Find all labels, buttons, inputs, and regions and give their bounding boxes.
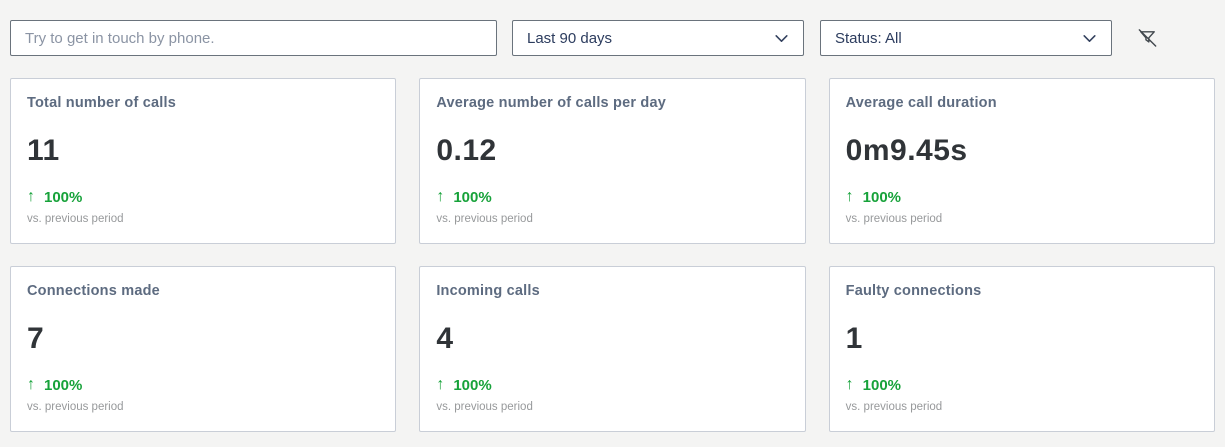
up-arrow-icon: ↑ <box>845 188 854 205</box>
stat-card-faulty-connections: Faulty connections 1 ↑ 100% vs. previous… <box>828 266 1215 432</box>
date-range-value: Last 90 days <box>527 29 613 47</box>
compare-label: vs. previous period <box>845 213 943 225</box>
change-percent: 100% <box>453 188 492 206</box>
card-title: Incoming calls <box>436 283 540 299</box>
card-change: ↑ 100% <box>27 188 379 206</box>
card-change: ↑ 100% <box>27 376 379 394</box>
stat-card-avg-call-duration: Average call duration 0m9.45s ↑ 100% vs.… <box>828 78 1215 244</box>
up-arrow-icon: ↑ <box>845 376 854 393</box>
compare-label: vs. previous period <box>27 213 124 225</box>
card-title: Average number of calls per day <box>436 95 667 111</box>
filter-off-icon <box>1136 27 1159 50</box>
change-percent: 100% <box>44 376 83 394</box>
card-value: 7 <box>27 322 45 355</box>
card-value: 1 <box>845 322 863 355</box>
card-change: ↑ 100% <box>846 376 1198 394</box>
chevron-down-icon <box>1081 30 1098 47</box>
change-percent: 100% <box>862 188 902 206</box>
compare-label: vs. previous period <box>436 213 533 225</box>
compare-label: vs. previous period <box>436 401 533 413</box>
up-arrow-icon: ↑ <box>27 376 35 393</box>
stat-card-connections-made: Connections made 7 ↑ 100% vs. previous p… <box>10 266 397 432</box>
card-change: ↑ 100% <box>436 376 788 394</box>
card-value: 4 <box>436 322 454 355</box>
up-arrow-icon: ↑ <box>436 376 445 393</box>
card-value: 0.12 <box>436 134 497 167</box>
change-percent: 100% <box>44 188 83 206</box>
date-range-select[interactable]: Last 90 days <box>512 20 804 56</box>
card-title: Faulty connections <box>845 283 982 299</box>
change-percent: 100% <box>862 376 902 394</box>
clear-filters-button[interactable] <box>1133 24 1161 52</box>
card-title: Average call duration <box>845 95 997 111</box>
chevron-down-icon <box>773 30 790 47</box>
status-select[interactable]: Status: All <box>820 20 1112 56</box>
compare-label: vs. previous period <box>845 401 943 413</box>
status-value: Status: All <box>835 29 902 47</box>
search-input[interactable] <box>10 20 497 56</box>
stat-card-total-calls: Total number of calls 11 ↑ 100% vs. prev… <box>10 78 397 244</box>
stat-card-avg-calls-per-day: Average number of calls per day 0.12 ↑ 1… <box>419 78 806 244</box>
up-arrow-icon: ↑ <box>436 188 445 205</box>
up-arrow-icon: ↑ <box>27 188 35 205</box>
card-value: 11 <box>27 134 60 167</box>
card-change: ↑ 100% <box>436 188 788 206</box>
compare-label: vs. previous period <box>27 401 124 413</box>
card-title: Connections made <box>27 283 160 299</box>
stats-card-grid: Total number of calls 11 ↑ 100% vs. prev… <box>0 78 1225 432</box>
filters-toolbar: Last 90 days Status: All <box>0 0 1225 56</box>
stat-card-incoming-calls: Incoming calls 4 ↑ 100% vs. previous per… <box>419 266 806 432</box>
change-percent: 100% <box>453 376 492 394</box>
card-title: Total number of calls <box>27 95 176 111</box>
card-value: 0m9.45s <box>845 134 968 167</box>
card-change: ↑ 100% <box>846 188 1198 206</box>
